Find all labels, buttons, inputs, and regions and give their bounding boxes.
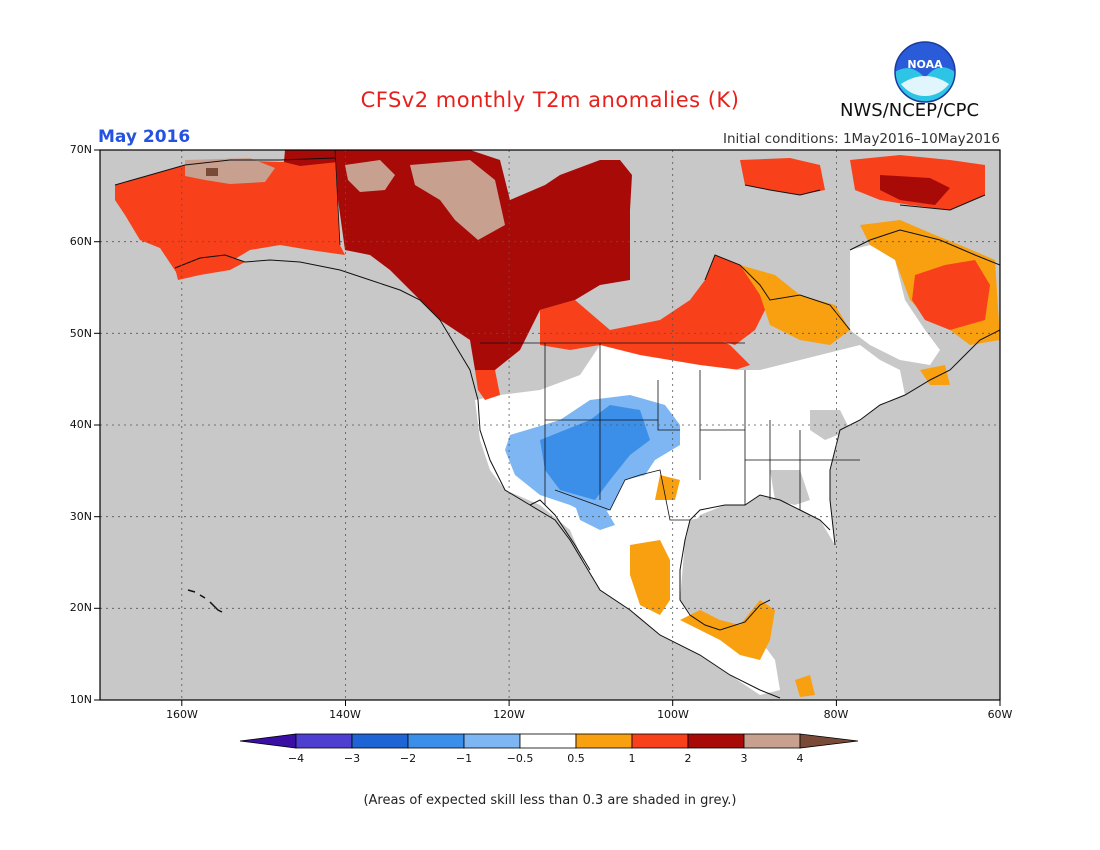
pacific-nw-red <box>475 370 500 400</box>
canada-north-dark <box>560 160 632 210</box>
lat-label-10n: 10N <box>69 693 92 706</box>
colorbar-swatch <box>575 733 633 749</box>
lat-label-30n: 30N <box>69 510 92 523</box>
graticule <box>100 150 1000 700</box>
forecast-month: May 2016 <box>98 127 191 147</box>
colorbar-label: 0.5 <box>567 752 585 765</box>
southwest-cool-2k <box>540 405 650 500</box>
arctic-red-1 <box>740 158 825 195</box>
colorbar-lower-arrow <box>239 733 297 749</box>
alaska-coast-red <box>284 150 338 166</box>
political-borders <box>334 150 860 521</box>
canada-west-2k <box>335 150 630 370</box>
labrador-red <box>912 260 990 330</box>
hudson-orange <box>740 265 850 345</box>
axis-ticks <box>94 149 1001 706</box>
canada-north-3k-b <box>345 160 395 192</box>
lon-label-100w: 100W <box>657 708 689 721</box>
colorbar-label: −1 <box>455 752 473 765</box>
colorbar-label: −4 <box>287 752 305 765</box>
colorbar-swatch <box>463 733 521 749</box>
colorbar-upper-arrow <box>799 733 859 749</box>
lat-label-20n: 20N <box>69 601 92 614</box>
baja-cool <box>575 505 615 530</box>
colorbar-label: 1 <box>628 752 636 765</box>
noaa-logo: NOAA <box>894 41 956 103</box>
colorbar-label: −2 <box>399 752 417 765</box>
lon-label-80w: 80W <box>823 708 849 721</box>
colorbar-label: −3 <box>343 752 361 765</box>
lat-label-40n: 40N <box>69 418 92 431</box>
lat-label-70n: 70N <box>69 143 92 156</box>
colorbar-swatch <box>743 733 801 749</box>
yucatan-warm <box>795 675 815 697</box>
colorbar-label: 2 <box>684 752 692 765</box>
east-grey-2 <box>810 410 850 440</box>
colorbar-swatch <box>519 733 577 749</box>
colorbar-label: 4 <box>796 752 804 765</box>
hawaii-islands <box>187 589 223 613</box>
alaska-dark-patch <box>206 168 218 176</box>
alaska-warm <box>115 160 345 278</box>
colorbar-swatch <box>407 733 465 749</box>
lat-label-50n: 50N <box>69 327 92 340</box>
quebec-white <box>850 245 940 365</box>
gulf-grey <box>685 510 830 600</box>
map-title: CFSv2 monthly T2m anomalies (K) <box>360 88 740 112</box>
colorbar-label: 3 <box>740 752 748 765</box>
logo-text: NOAA <box>907 58 943 71</box>
maritimes-orange <box>920 365 950 385</box>
colorbar-swatch <box>351 733 409 749</box>
cuba-grey <box>850 590 930 612</box>
colorbar-swatch <box>687 733 745 749</box>
colorbar-swatch <box>631 733 689 749</box>
canada-north-3k <box>410 160 505 240</box>
mexico-warm-2 <box>655 475 680 500</box>
lon-label-160w: 160W <box>166 708 198 721</box>
prairies-1k <box>540 300 750 375</box>
colorbar-swatch <box>295 733 353 749</box>
lon-label-60w: 60W <box>987 708 1013 721</box>
colorbar-label: −0.5 <box>506 752 534 765</box>
lon-label-120w: 120W <box>493 708 525 721</box>
arctic-dark <box>880 175 950 205</box>
org-label: NWS/NCEP/CPC <box>840 100 980 121</box>
hudson-west-1k <box>660 255 770 345</box>
initial-conditions: Initial conditions: 1May2016–10May2016 <box>723 131 1000 147</box>
mexico-warm-1 <box>630 540 670 615</box>
skill-footnote: (Areas of expected skill less than 0.3 a… <box>363 793 737 808</box>
coastlines <box>114 157 1000 699</box>
lon-label-140w: 140W <box>329 708 361 721</box>
lat-label-60n: 60N <box>69 235 92 248</box>
alaska-north-3k <box>185 158 275 184</box>
